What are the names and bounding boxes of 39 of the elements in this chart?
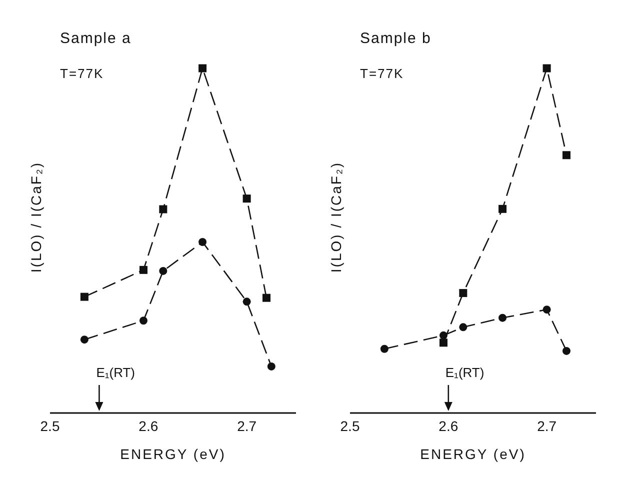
point [459, 289, 468, 298]
annotation: T=77K [360, 66, 404, 81]
x-tick-label: 2.5 [40, 418, 60, 434]
ref-line-label: E₁(RT) [96, 365, 136, 380]
point [198, 238, 207, 246]
x-axis-title: ENERGY (eV) [420, 446, 526, 462]
point [459, 323, 468, 332]
x-tick-label: 2.7 [537, 418, 557, 434]
annotation: T=77K [60, 66, 104, 81]
chart-title: Sample a [60, 30, 132, 47]
point [380, 344, 388, 353]
x-tick-label: 2.6 [138, 418, 158, 434]
point [139, 316, 148, 325]
point [139, 266, 148, 274]
point [242, 194, 251, 203]
ref-line-label: E₁(RT) [445, 365, 484, 380]
point [439, 338, 448, 347]
chart-title: Sample b [360, 30, 432, 47]
point [542, 306, 551, 314]
y-axis-title: I(LO) / I(CaF₂) [28, 160, 44, 272]
point [498, 314, 507, 322]
point [242, 298, 251, 306]
point [80, 292, 88, 301]
x-tick-label: 2.5 [340, 418, 360, 434]
x-tick-label: 2.6 [438, 418, 458, 434]
point [267, 362, 276, 370]
point [262, 294, 270, 302]
point [198, 64, 207, 72]
point [562, 151, 570, 160]
point [498, 204, 507, 213]
point [159, 205, 168, 214]
point [80, 336, 88, 344]
x-axis-title: ENERGY (eV) [120, 446, 226, 462]
y-axis-title: I(LO) / I(CaF₂) [328, 160, 344, 272]
point [562, 346, 570, 355]
point [159, 266, 168, 275]
point [542, 64, 551, 72]
point [439, 331, 448, 340]
x-tick-label: 2.7 [237, 418, 257, 434]
